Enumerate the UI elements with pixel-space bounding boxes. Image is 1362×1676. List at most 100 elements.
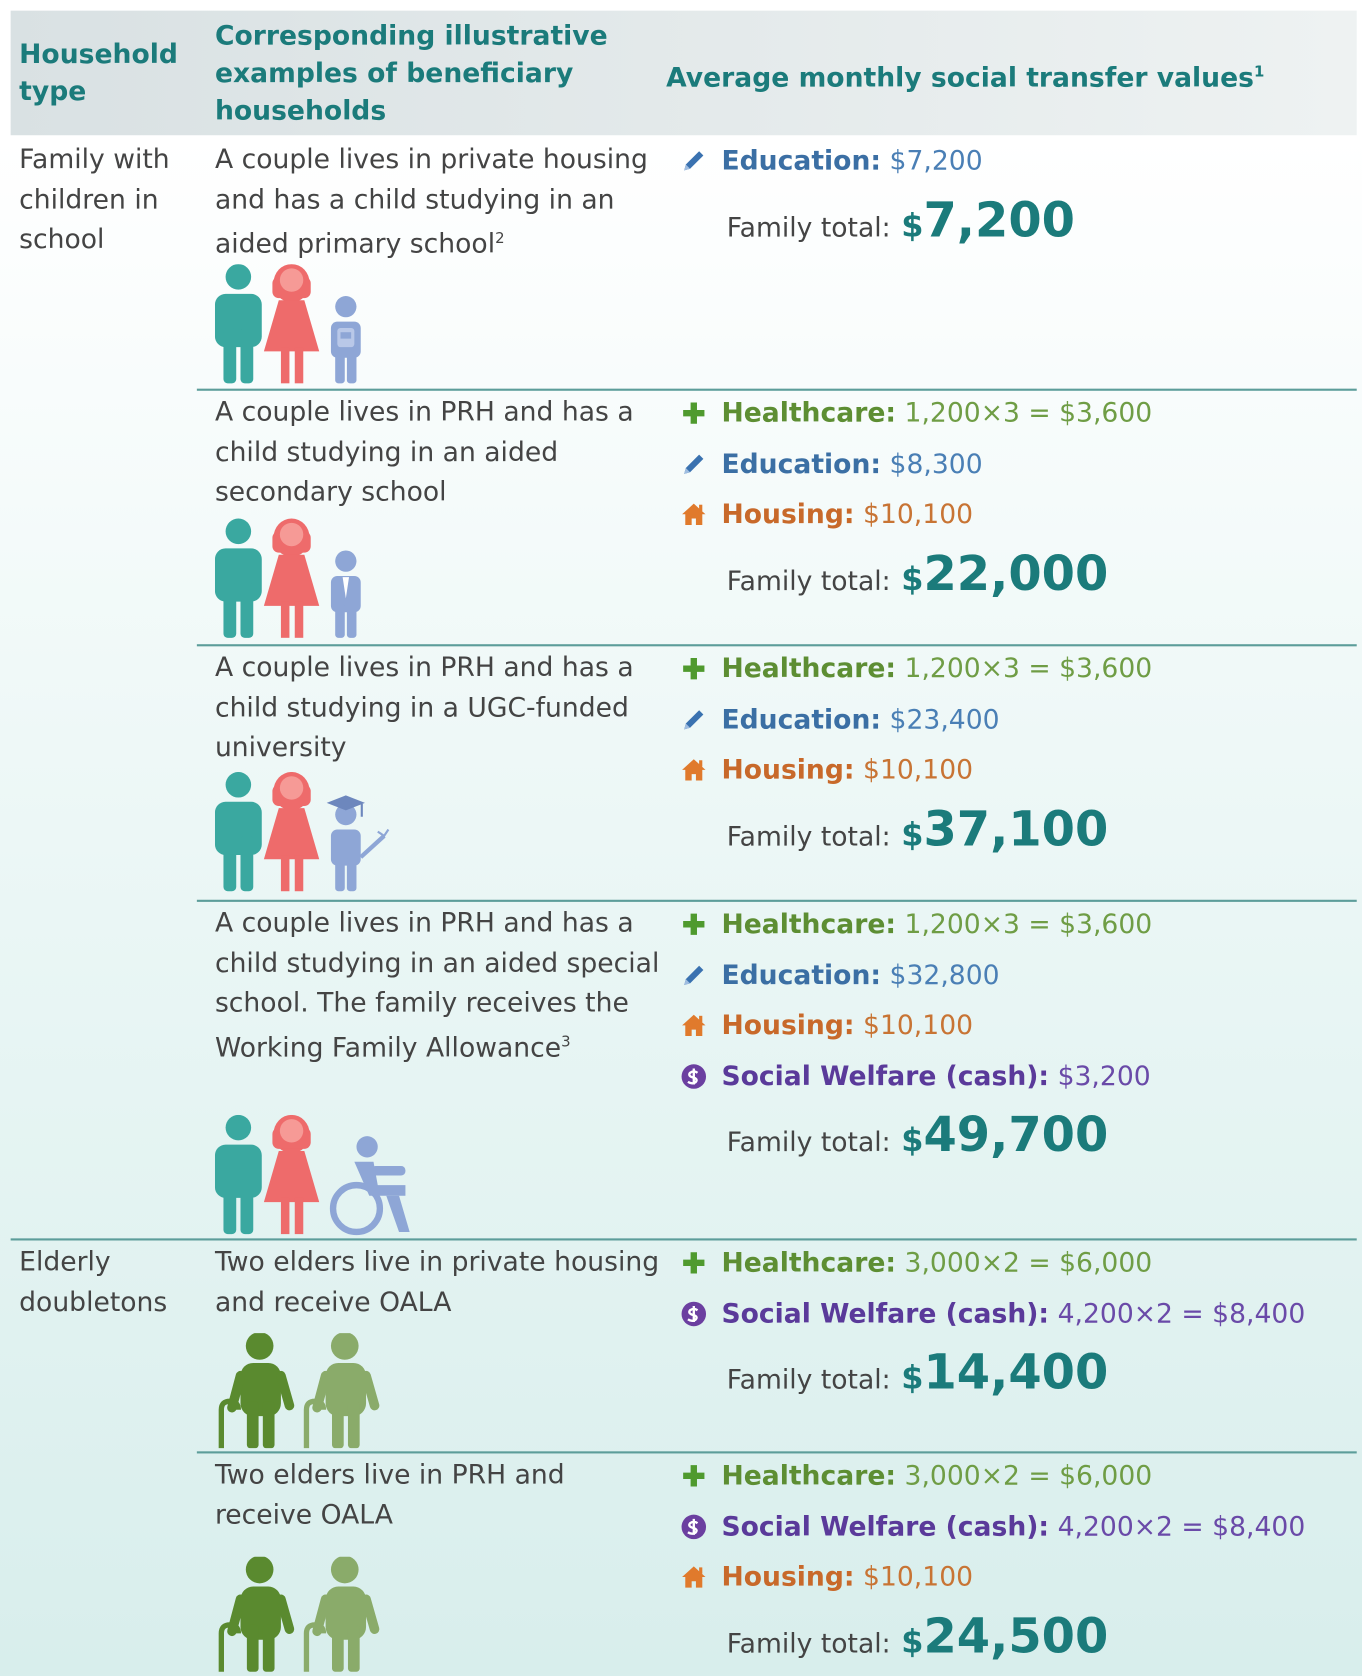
- transfer-amount: 4,200×2 = $8,400: [1058, 1297, 1306, 1328]
- example-description: A couple lives in PRH and has a child st…: [215, 647, 662, 767]
- example-description: A couple lives in PRH and has a child st…: [215, 903, 662, 1067]
- household-icons: [215, 1115, 428, 1237]
- transfer-row: Education: $8,300: [681, 443, 983, 482]
- household-type: Elderly doubletons: [19, 1242, 189, 1322]
- transfer-row: Healthcare:1,200×3 = $3,600: [681, 648, 1152, 687]
- family-total-value: $22,000: [901, 541, 1108, 611]
- transfer-icon: [681, 502, 707, 528]
- description-text: Two elders live in private housing and r…: [215, 1246, 659, 1317]
- example-description: Two elders live in PRH and receive OALA: [215, 1455, 662, 1535]
- transfer-label: Education:: [721, 959, 881, 990]
- transfer-icon: [681, 1250, 707, 1276]
- transfer-label: Housing:: [721, 754, 854, 785]
- transfer-row: Healthcare: 3,000×2 = $6,000: [681, 1456, 1152, 1495]
- transfer-row: Education: $23,400: [681, 699, 1000, 738]
- transfer-row: Social Welfare (cash):4,200×2 = $8,400: [681, 1506, 1305, 1545]
- transfer-amount: $10,100: [863, 754, 973, 785]
- transfer-icon: [681, 451, 707, 477]
- transfer-icon: [681, 1564, 707, 1590]
- row-separator: [197, 389, 1357, 391]
- transfer-label: Education:: [721, 448, 881, 479]
- transfer-amount: 3,000×2 = $6,000: [905, 1247, 1153, 1278]
- transfer-icon: [681, 911, 707, 937]
- transfer-row: Social Welfare (cash): $3,200: [681, 1056, 1151, 1095]
- description-note: 3: [561, 1033, 570, 1050]
- household-icons: [215, 1333, 428, 1455]
- transfer-label: Healthcare:: [721, 1247, 896, 1278]
- example-description: Two elders live in private housing and r…: [215, 1242, 662, 1322]
- description-text: A couple lives in PRH and has a child st…: [215, 907, 659, 1062]
- family-total-value: $7,200: [901, 188, 1075, 258]
- household-type: Family with children in school: [19, 139, 189, 259]
- transfer-amount: $32,800: [890, 959, 1000, 990]
- header-values-note: 1: [1254, 64, 1264, 81]
- description-text: A couple lives in PRH and has a child st…: [215, 652, 634, 763]
- transfer-label: Healthcare:: [721, 908, 896, 939]
- transfer-label: Housing:: [721, 1561, 854, 1592]
- transfer-label: Education:: [721, 703, 881, 734]
- transfer-label: Social Welfare (cash):: [721, 1510, 1049, 1541]
- table-page: Household type Corresponding illustrativ…: [0, 0, 1362, 1676]
- transfer-amount: $10,100: [863, 1009, 973, 1040]
- family-total-label: Family total:: [727, 1127, 891, 1158]
- transfer-amount: 3,000×2 = $6,000: [905, 1460, 1153, 1491]
- transfer-icon: [681, 1463, 707, 1489]
- transfer-row: Healthcare: 3,000×2 = $6,000: [681, 1243, 1152, 1282]
- transfer-amount: 1,200×3 = $3,600: [905, 908, 1153, 939]
- transfer-icon: [681, 1514, 707, 1540]
- family-total-value: $14,400: [901, 1341, 1108, 1411]
- example-description: A couple lives in private housing and ha…: [215, 139, 662, 263]
- transfer-amount: 1,200×3 = $3,600: [905, 653, 1153, 684]
- transfer-label: Housing:: [721, 1009, 854, 1040]
- family-total-label: Family total:: [727, 1628, 891, 1659]
- family-total-label: Family total:: [727, 1364, 891, 1395]
- transfer-label: Education:: [721, 145, 881, 176]
- description-text: A couple lives in private housing and ha…: [215, 144, 648, 259]
- transfer-label: Social Welfare (cash):: [721, 1060, 1049, 1091]
- transfer-amount: $10,100: [863, 498, 973, 529]
- example-description: A couple lives in PRH and has a child st…: [215, 392, 662, 512]
- page-body: Household type Corresponding illustrativ…: [0, 0, 1362, 1676]
- transfer-row: Education: $7,200: [681, 141, 983, 180]
- transfer-icon: [681, 656, 707, 682]
- family-total-row: Family total:$49,700: [727, 1103, 1108, 1167]
- header-examples: Corresponding illustrative examples of b…: [215, 17, 641, 129]
- family-total-label: Family total:: [727, 565, 891, 596]
- transfer-amount: $10,100: [863, 1561, 973, 1592]
- family-total-row: Family total:$7,200: [727, 188, 1075, 252]
- row-separator: [197, 900, 1357, 902]
- row-separator: [197, 644, 1357, 646]
- transfer-label: Housing:: [721, 498, 854, 529]
- row-separator: [197, 1451, 1357, 1453]
- description-note: 2: [495, 230, 504, 247]
- transfer-icon: [681, 400, 707, 426]
- household-icons: [215, 264, 428, 386]
- header-values-cell: Average monthly social transfer values1: [666, 54, 1264, 96]
- transfer-row: Housing: $10,100: [681, 494, 973, 533]
- transfer-amount: $8,300: [890, 448, 983, 479]
- family-total-row: Family total:$37,100: [727, 797, 1108, 861]
- family-total-label: Family total:: [727, 820, 891, 851]
- transfer-amount: $7,200: [890, 145, 983, 176]
- transfer-icon: [681, 962, 707, 988]
- transfer-label: Healthcare:: [721, 397, 896, 428]
- transfer-row: Healthcare:1,200×3 = $3,600: [681, 393, 1152, 432]
- household-icons: [215, 772, 428, 894]
- transfer-row: Healthcare: 1,200×3 = $3,600: [681, 904, 1152, 943]
- transfer-icon: [681, 148, 707, 174]
- transfer-icon: [681, 757, 707, 783]
- transfer-row: Housing: $10,100: [681, 1005, 973, 1044]
- transfer-amount: $23,400: [890, 703, 1000, 734]
- transfer-icon: [681, 1301, 707, 1327]
- family-total-value: $37,100: [901, 797, 1108, 867]
- description-text: Two elders live in PRH and receive OALA: [215, 1459, 565, 1530]
- header-values: Average monthly social transfer values: [666, 62, 1254, 93]
- transfer-amount: $3,200: [1058, 1060, 1151, 1091]
- description-text: A couple lives in PRH and has a child st…: [215, 396, 634, 507]
- transfer-row: Education: $32,800: [681, 955, 1000, 994]
- transfer-row: Housing: $10,100: [681, 1557, 973, 1596]
- transfer-label: Healthcare:: [721, 1460, 896, 1491]
- transfer-icon: [681, 706, 707, 732]
- transfer-row: Social Welfare (cash):4,200×2 = $8,400: [681, 1293, 1305, 1332]
- family-total-row: Family total:$14,400: [727, 1341, 1108, 1405]
